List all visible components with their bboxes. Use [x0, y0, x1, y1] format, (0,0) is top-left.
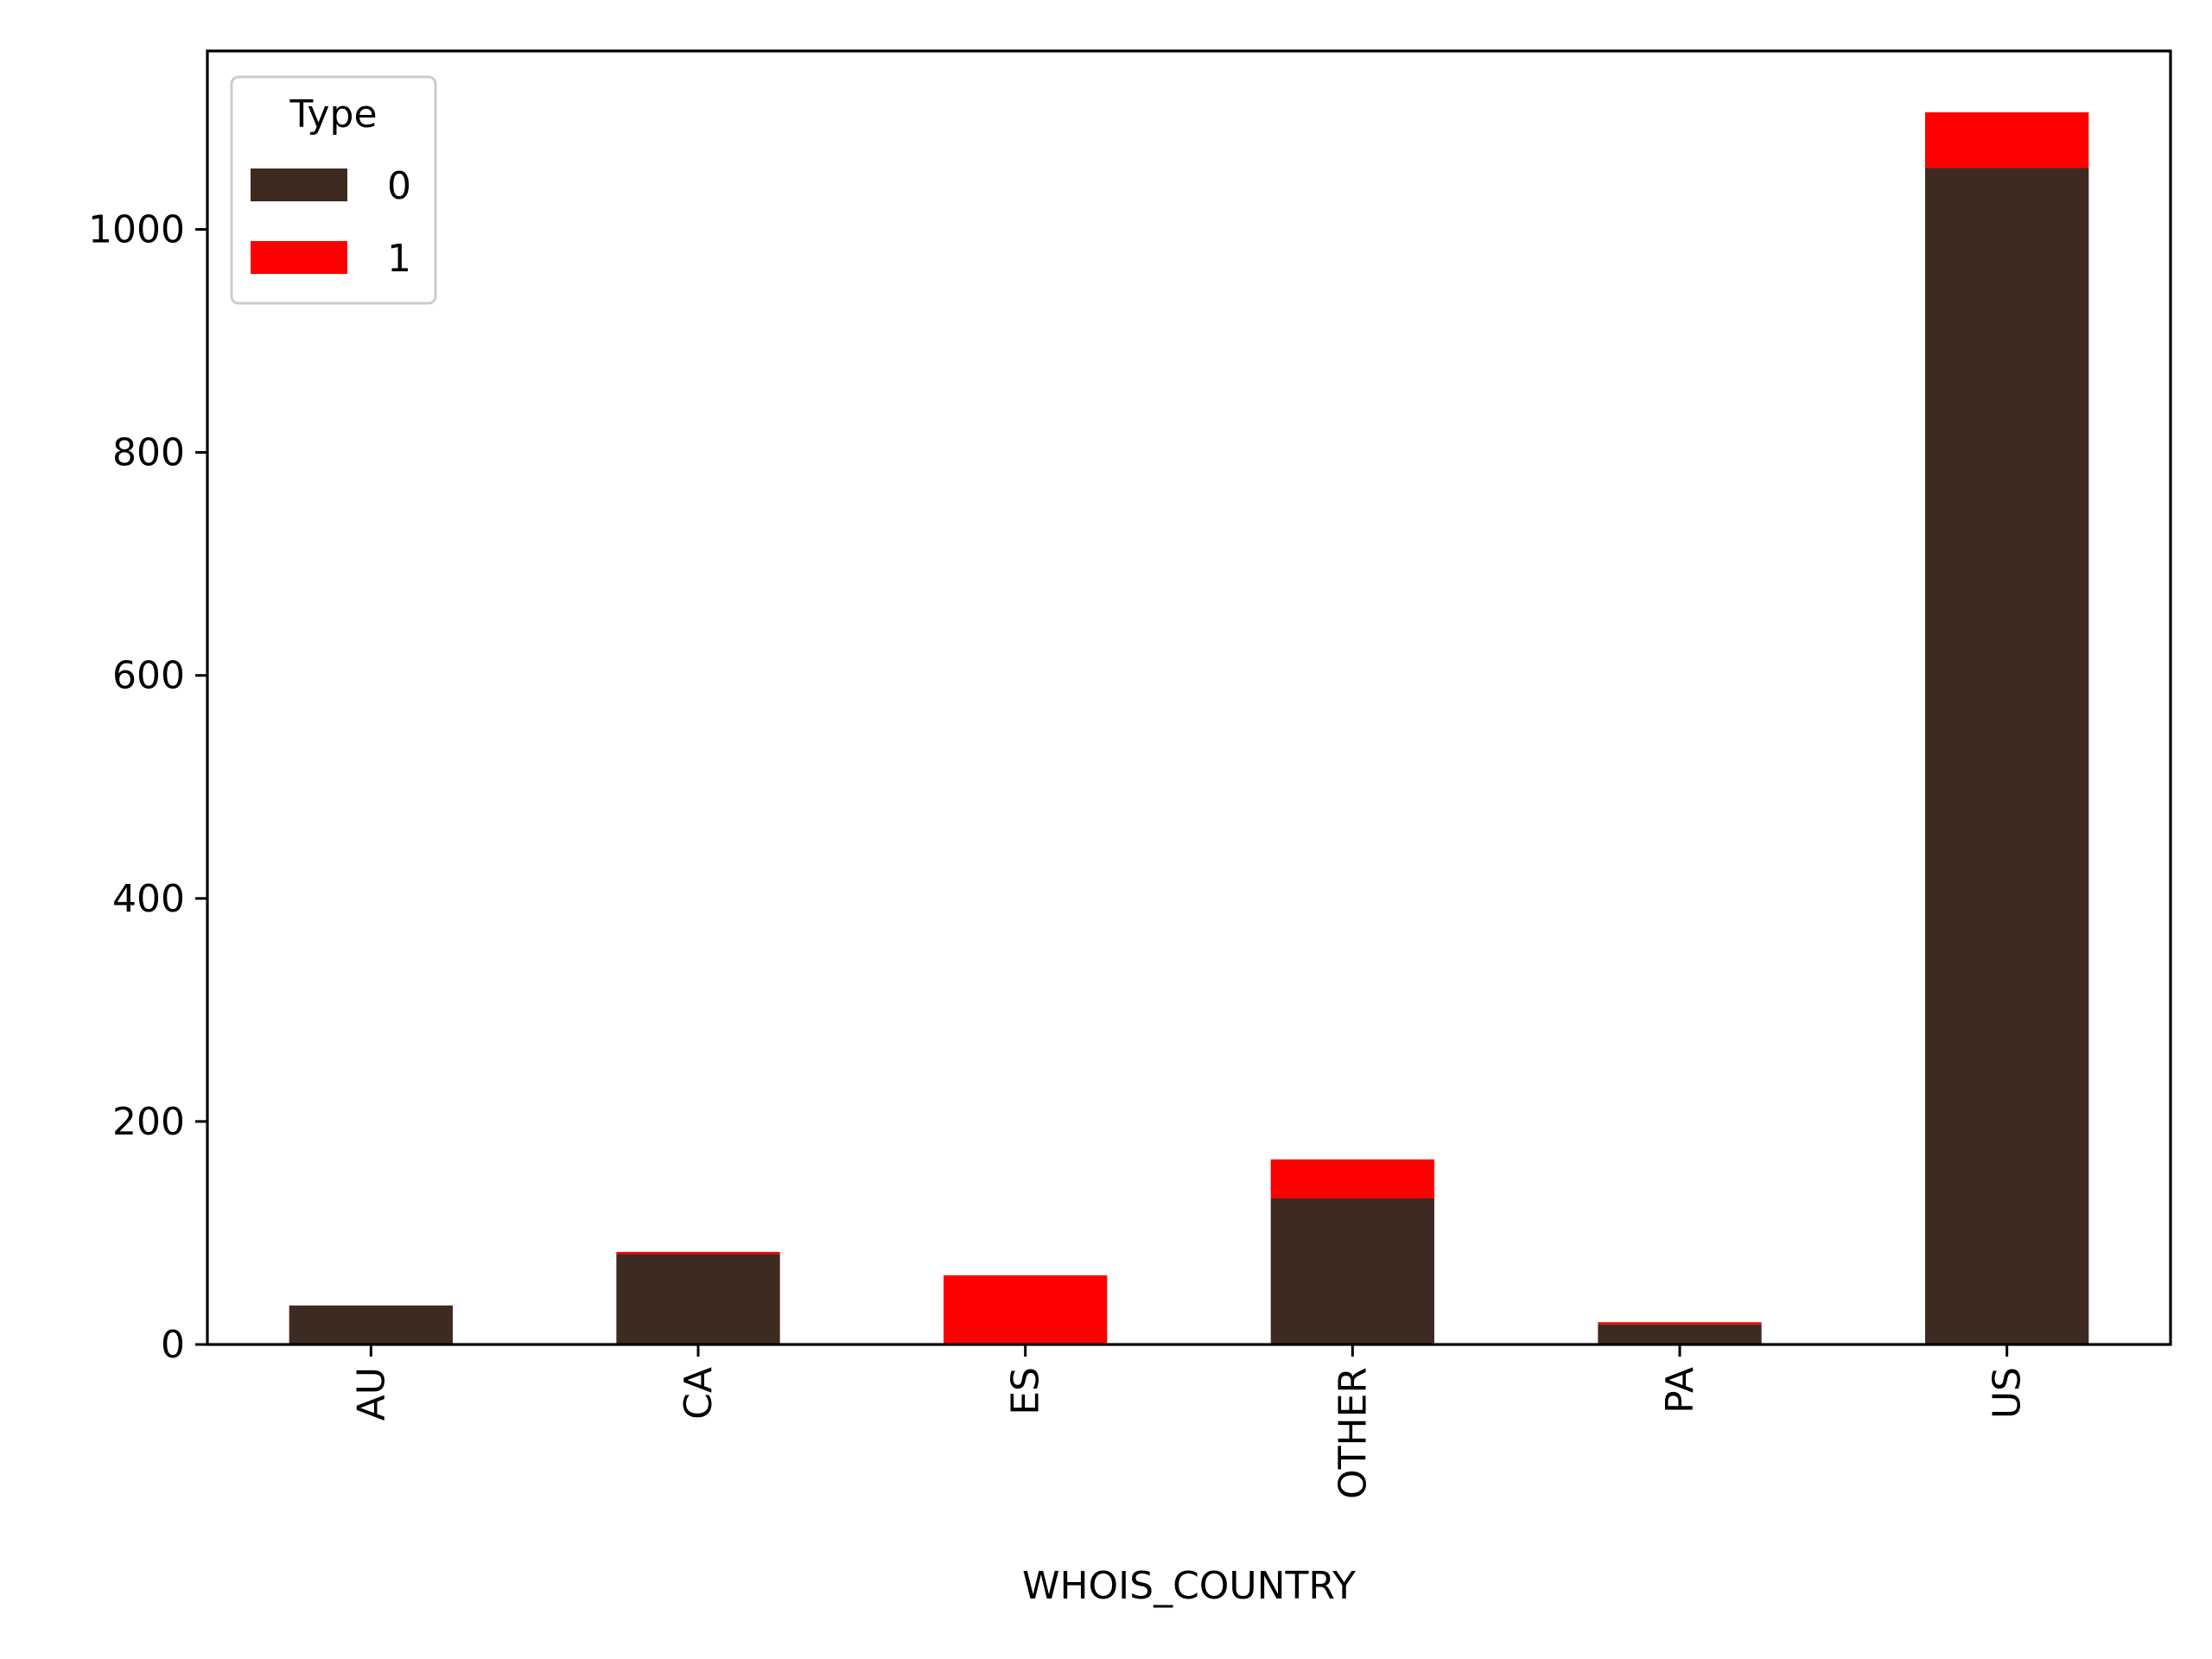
legend-swatch-1	[251, 241, 347, 274]
legend-entry-1: 1	[387, 237, 411, 281]
x-tick-label-ca: CA	[677, 1367, 721, 1420]
x-axis: AU CA ES OTHER PA US	[349, 1344, 2030, 1499]
bar-es-type-1	[944, 1274, 1108, 1344]
legend-title: Type	[289, 92, 377, 137]
bar-ca-type-1	[616, 1251, 780, 1255]
bar-au-type-0	[289, 1305, 453, 1344]
x-tick-label-us: US	[1986, 1367, 2030, 1419]
bars-layer	[289, 111, 2089, 1345]
bar-us-type-0	[1925, 168, 2089, 1345]
bar-pa-type-0	[1598, 1324, 1762, 1344]
axes-frame	[206, 49, 2172, 1346]
y-tick-label: 400	[112, 877, 185, 921]
y-tick-label: 0	[161, 1323, 185, 1367]
bar-pa-type-1	[1598, 1322, 1762, 1325]
bar-other-type-0	[1270, 1198, 1434, 1344]
bar-us-type-1	[1925, 111, 2089, 168]
x-tick-label-other: OTHER	[1331, 1367, 1375, 1499]
x-axis-label: WHOIS_COUNTRY	[1022, 1564, 1356, 1608]
bar-other-type-1	[1270, 1159, 1434, 1198]
y-tick-label: 600	[112, 654, 185, 698]
y-tick-label: 200	[112, 1100, 185, 1144]
x-tick-label-au: AU	[349, 1367, 393, 1421]
legend-swatch-0	[251, 168, 347, 201]
bar-ca-type-0	[616, 1254, 780, 1344]
legend-entry-0: 0	[387, 164, 411, 208]
y-tick-label: 1000	[88, 207, 185, 251]
y-tick-label: 800	[112, 431, 185, 475]
x-tick-label-es: ES	[1004, 1367, 1048, 1415]
y-axis: 0 200 400 600 800 1000	[88, 207, 207, 1367]
x-tick-label-pa: PA	[1658, 1367, 1702, 1414]
